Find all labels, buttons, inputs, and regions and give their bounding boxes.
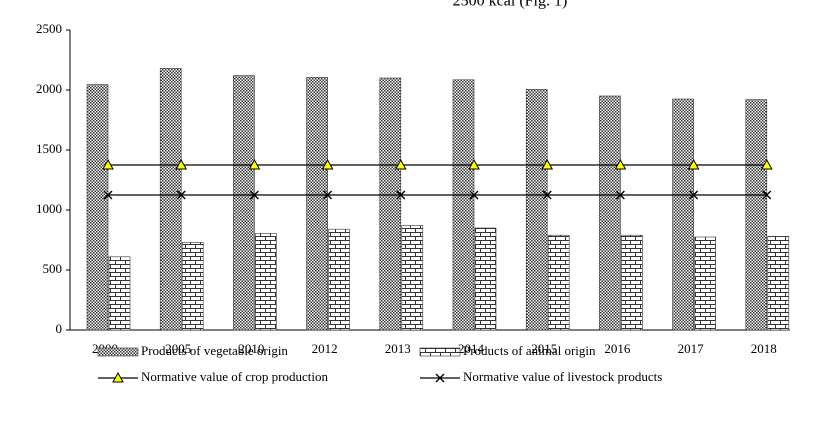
line-marker <box>103 190 113 200</box>
bar <box>181 242 204 331</box>
line-marker <box>248 158 261 170</box>
line-marker <box>614 158 627 170</box>
x-tick-label: 2013 <box>385 341 411 356</box>
line-marker <box>541 158 554 170</box>
bar <box>233 75 255 331</box>
bar <box>621 234 643 331</box>
x-tick-label: 2017 <box>678 341 705 356</box>
line-marker <box>468 158 480 170</box>
bar <box>547 234 570 331</box>
legend-marker <box>112 371 124 383</box>
line-marker <box>542 190 552 200</box>
bar <box>306 77 328 331</box>
line-marker <box>396 190 406 200</box>
bar <box>672 98 694 331</box>
line-marker <box>469 190 479 200</box>
x-tick-label: 2010 <box>238 341 264 356</box>
legend-swatch <box>97 347 139 357</box>
line-marker <box>615 190 625 200</box>
bar <box>525 89 548 331</box>
y-tick-label: 2500 <box>36 21 62 36</box>
legend-label: Products of animal origin <box>463 343 596 358</box>
line-marker <box>249 190 259 200</box>
legend-label: Normative value of crop production <box>141 369 328 384</box>
bar <box>474 227 497 331</box>
line-marker <box>762 190 772 200</box>
bar <box>328 228 350 331</box>
annotation: 2500 kcal (Fig. 1) <box>453 0 568 10</box>
line-marker <box>689 190 699 200</box>
x-tick-label: 2005 <box>165 341 191 356</box>
y-tick-label: 2000 <box>36 81 62 96</box>
line-marker <box>760 158 773 170</box>
legend-swatch <box>419 347 461 357</box>
line-marker <box>175 158 188 170</box>
y-tick-label: 500 <box>43 261 63 276</box>
bar <box>452 79 475 331</box>
bar <box>255 233 277 331</box>
line-marker <box>102 158 114 170</box>
line-marker <box>176 190 186 200</box>
y-tick-label: 1500 <box>36 141 62 156</box>
bar <box>745 99 768 331</box>
x-tick-label: 2014 <box>458 341 485 356</box>
bar <box>767 236 790 331</box>
x-tick-label: 2016 <box>604 341 631 356</box>
line-marker <box>394 158 407 170</box>
bar <box>379 77 402 331</box>
y-tick-label: 0 <box>56 321 63 336</box>
x-tick-label: 2012 <box>312 341 338 356</box>
y-tick-label: 1000 <box>36 201 62 216</box>
x-tick-label: 2015 <box>531 341 557 356</box>
bar <box>86 84 109 331</box>
legend-marker <box>435 373 445 383</box>
bar <box>599 95 621 331</box>
legend-label: Products of vegetable origin <box>141 343 288 358</box>
x-tick-label: 2018 <box>751 341 777 356</box>
bar <box>694 236 716 331</box>
line-marker <box>323 190 333 200</box>
line-marker <box>687 158 700 170</box>
line-marker <box>321 158 334 170</box>
bar <box>159 68 182 331</box>
legend-label: Normative value of livestock products <box>463 369 662 384</box>
bar <box>401 225 424 331</box>
bar <box>108 256 131 331</box>
